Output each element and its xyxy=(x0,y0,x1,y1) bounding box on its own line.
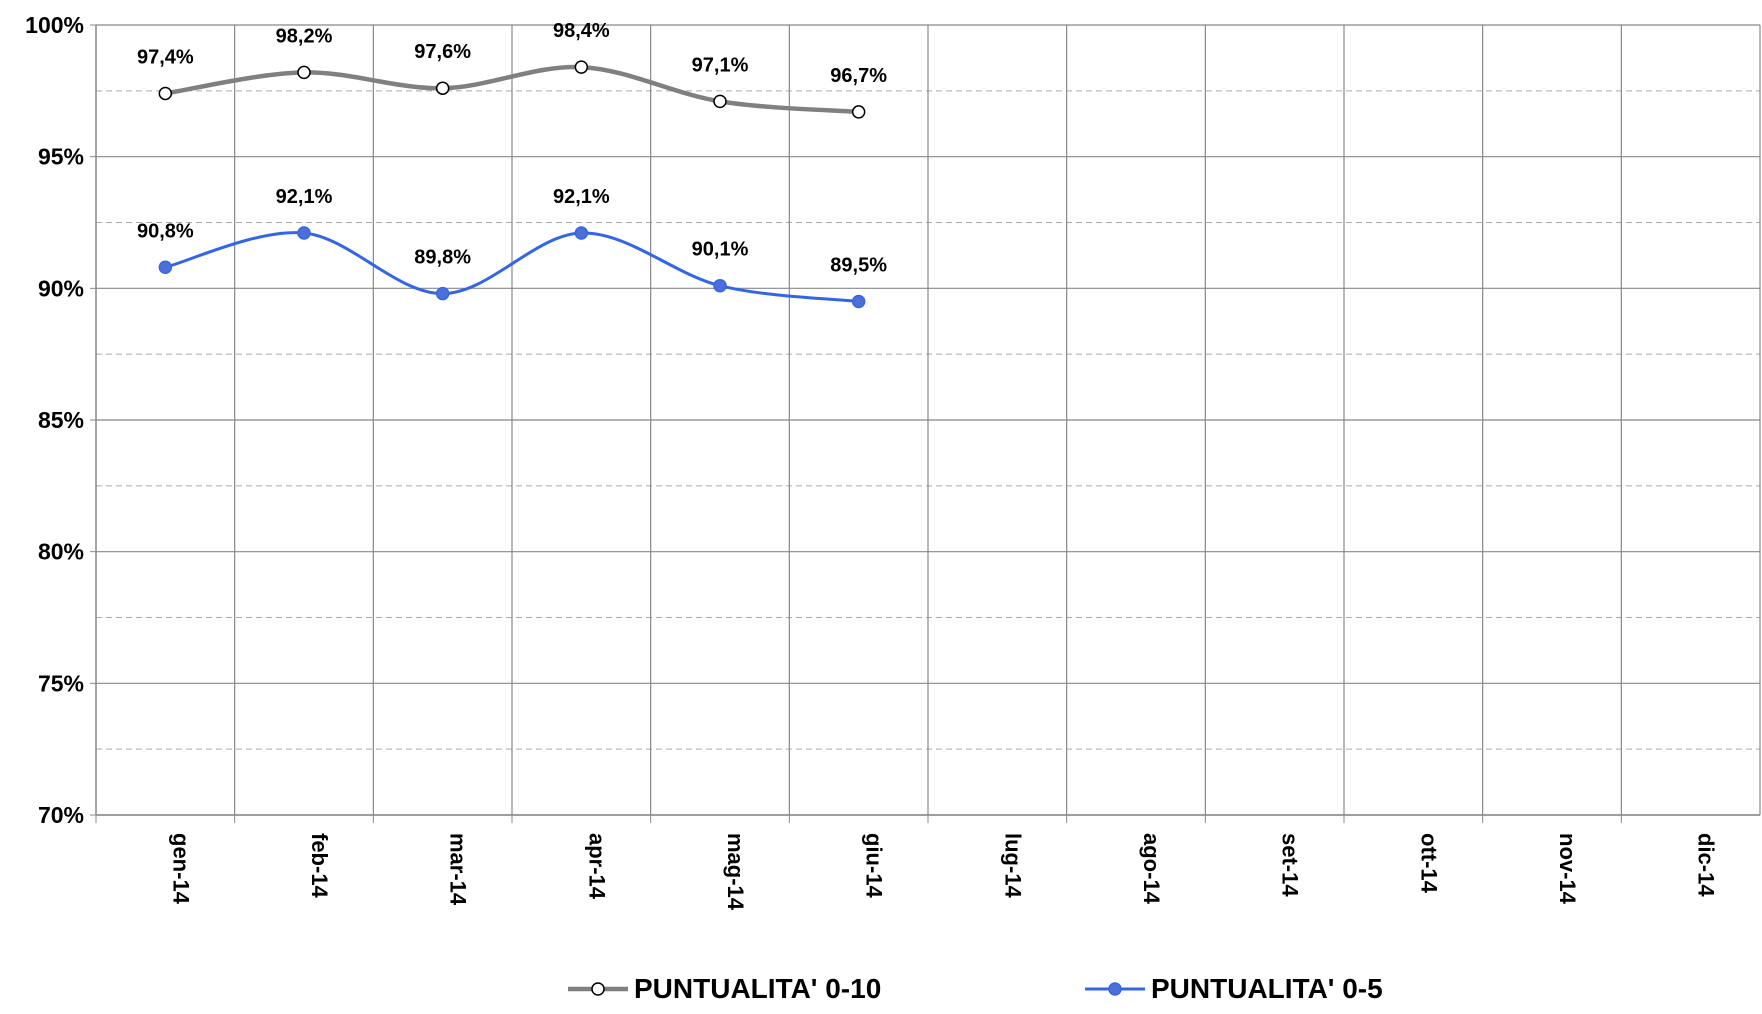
series-line xyxy=(164,64,859,115)
x-tick-label: gen-14 xyxy=(168,833,193,905)
marker xyxy=(297,226,311,240)
marker xyxy=(435,286,450,301)
y-tick-label: 95% xyxy=(38,144,84,170)
marker xyxy=(713,94,727,109)
marker xyxy=(851,294,866,309)
x-tick-label: set-14 xyxy=(1278,833,1303,897)
marker xyxy=(158,260,173,275)
x-tick-label: nov-14 xyxy=(1555,833,1580,905)
legend-marker xyxy=(1108,982,1122,996)
y-tick-label: 90% xyxy=(38,275,84,301)
marker xyxy=(851,105,866,119)
data-label: 89,5% xyxy=(830,255,887,277)
y-tick-label: 100% xyxy=(25,12,84,38)
x-tick-label: ott-14 xyxy=(1416,833,1441,894)
marker xyxy=(158,86,173,101)
marker xyxy=(574,226,589,240)
y-tick-label: 80% xyxy=(38,539,84,565)
data-label: 90,1% xyxy=(692,239,749,261)
marker xyxy=(574,60,589,74)
marker xyxy=(435,81,450,95)
legend-label: PUNTUALITA' 0-5 xyxy=(1151,973,1383,1004)
series-line xyxy=(164,231,859,303)
y-tick-label: 75% xyxy=(38,670,84,696)
x-tick-label: apr-14 xyxy=(584,833,609,900)
y-tick-label: 85% xyxy=(38,407,84,433)
x-tick-label: feb-14 xyxy=(307,833,332,899)
data-label: 89,8% xyxy=(414,247,471,269)
marker xyxy=(713,278,727,293)
data-label: 97,6% xyxy=(414,41,471,63)
x-tick-label: lug-14 xyxy=(1000,833,1025,899)
marker xyxy=(297,65,311,80)
legend-marker xyxy=(591,982,605,996)
x-tick-label: mar-14 xyxy=(446,833,471,906)
x-tick-label: ago-14 xyxy=(1139,833,1164,905)
data-label: 92,1% xyxy=(276,186,333,208)
data-label: 98,2% xyxy=(276,25,333,47)
data-label: 96,7% xyxy=(830,65,887,87)
x-tick-label: dic-14 xyxy=(1694,833,1719,897)
data-label: 97,4% xyxy=(137,46,194,68)
data-label: 97,1% xyxy=(692,54,749,76)
data-label: 92,1% xyxy=(553,186,610,208)
x-tick-label: giu-14 xyxy=(862,833,887,899)
data-label: 90,8% xyxy=(137,220,194,242)
y-tick-label: 70% xyxy=(38,802,84,828)
x-tick-label: mag-14 xyxy=(723,833,748,911)
legend-label: PUNTUALITA' 0-10 xyxy=(634,973,881,1004)
data-label: 98,4% xyxy=(553,20,610,42)
